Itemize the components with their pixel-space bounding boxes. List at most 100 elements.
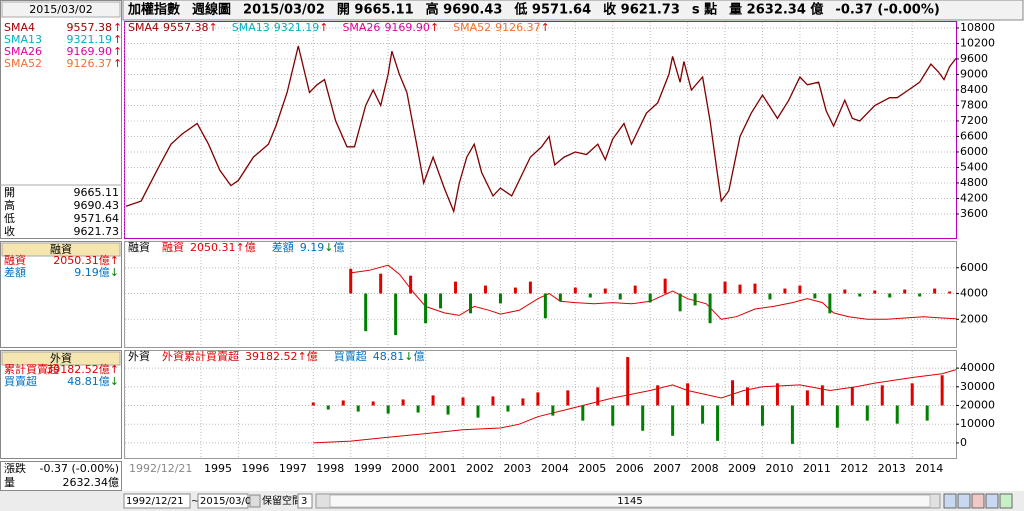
status-label: 量 xyxy=(4,476,15,489)
bar xyxy=(888,293,892,298)
checkbox[interactable] xyxy=(249,494,261,508)
legend-unit: 億 xyxy=(245,241,256,254)
bar xyxy=(446,405,450,415)
line xyxy=(125,45,957,214)
row-unit: 億 xyxy=(99,266,110,279)
x-tick-label: 2001 xyxy=(429,462,457,475)
bar xyxy=(588,293,592,298)
panel-title: 融資 xyxy=(128,241,150,254)
bar xyxy=(948,291,952,294)
line xyxy=(313,369,957,444)
plots: 1992/12/21 1995 1996 1997 1998 1999 2000 2001 20… xyxy=(124,21,995,475)
legend-unit: 億 xyxy=(413,350,424,363)
ohlc-value: 9690.43 xyxy=(74,199,120,212)
bar xyxy=(341,400,345,406)
legend-value: 39182.52 xyxy=(245,350,298,363)
bar xyxy=(536,392,540,406)
sidebar-status xyxy=(0,461,122,491)
start-date: 1992/12/21 xyxy=(126,496,184,507)
sma-name: SMA13 xyxy=(4,33,42,46)
bar xyxy=(476,405,480,418)
header-bar xyxy=(122,0,1024,21)
x-tick-label: 2010 xyxy=(765,462,793,475)
y-tick-label: 10800 xyxy=(960,21,995,34)
bar xyxy=(656,385,660,406)
margin-title: 融資 xyxy=(50,243,72,256)
x-tick-label: 2008 xyxy=(691,462,719,475)
header-item: 低 9571.64 xyxy=(513,2,591,18)
sidebar-main xyxy=(0,0,122,239)
start-date-input[interactable] xyxy=(123,493,191,509)
bar xyxy=(873,290,877,294)
end-date-input[interactable] xyxy=(197,493,249,509)
legend-name: SMA13 xyxy=(232,21,270,34)
reserve-input[interactable] xyxy=(297,493,313,509)
sma-name: SMA4 xyxy=(4,21,35,34)
header-item: 2015/03/02 xyxy=(243,3,325,18)
y-tick-label: 40000 xyxy=(960,361,995,374)
bar xyxy=(663,278,667,294)
sma-name: SMA26 xyxy=(4,45,42,58)
y-tick-label: 4800 xyxy=(960,176,988,189)
y-tick-label: 10200 xyxy=(960,36,995,49)
bar xyxy=(686,383,690,406)
y-tick-label: 6600 xyxy=(960,129,988,142)
header-item: 開 9665.11 xyxy=(337,3,414,18)
legend-value: 9.19 xyxy=(300,241,325,254)
legend-unit: 億 xyxy=(307,350,318,363)
bar xyxy=(491,396,495,406)
bar xyxy=(775,383,779,406)
row-unit: 億 xyxy=(99,254,110,267)
legend-value: 2050.31 xyxy=(190,241,236,254)
bar xyxy=(566,390,570,406)
ohlc-label: 低 xyxy=(4,212,15,225)
legend-name: 買賣超 xyxy=(334,349,367,363)
bar xyxy=(731,380,735,406)
sidebar-margin xyxy=(0,241,122,348)
bar xyxy=(850,387,854,406)
bar-count: 1145 xyxy=(617,496,642,507)
sma-arrow: ↑ xyxy=(113,57,122,70)
bar xyxy=(723,281,727,294)
bar xyxy=(933,288,937,294)
row-arrow: ↓ xyxy=(110,266,119,279)
bar xyxy=(648,293,652,303)
legend-arrow: ↑ xyxy=(209,21,218,34)
bar xyxy=(760,405,764,426)
legend-name: 外資累計買賣超 xyxy=(162,349,239,363)
legend-name: 差額 xyxy=(272,240,294,254)
bar xyxy=(828,293,832,314)
x-tick-label: 1995 xyxy=(204,462,232,475)
y-tick-label: 7800 xyxy=(960,98,988,111)
tool-button[interactable] xyxy=(971,493,985,509)
legend-name: SMA26 xyxy=(342,21,380,34)
y-tick-label: 2000 xyxy=(960,312,988,325)
margin-title-bar xyxy=(1,242,121,257)
row-value: 2050.31 xyxy=(53,254,99,267)
bar xyxy=(483,285,487,294)
bar xyxy=(820,385,824,406)
scroll-thumb[interactable] xyxy=(329,494,931,508)
y-tick-label: 5400 xyxy=(960,160,988,173)
bar xyxy=(439,293,443,309)
sma-value: 9169.90 xyxy=(67,45,113,58)
tool-button[interactable] xyxy=(999,493,1013,509)
x-tick-label: 2011 xyxy=(803,462,831,475)
foreign-panel xyxy=(124,350,957,459)
bar xyxy=(753,283,757,294)
bar xyxy=(611,405,615,426)
bar xyxy=(371,401,375,406)
x-tick-label: 2012 xyxy=(840,462,868,475)
tool-button[interactable] xyxy=(985,493,999,509)
bar xyxy=(903,289,907,294)
tool-button[interactable] xyxy=(957,493,971,509)
tool-button[interactable] xyxy=(943,493,957,509)
bar xyxy=(454,281,458,294)
header-item: 量 2632.34 億 xyxy=(729,2,823,18)
bar xyxy=(379,273,383,294)
legend-arrow: ↓ xyxy=(324,241,333,254)
bar xyxy=(431,395,435,406)
bar xyxy=(671,405,675,436)
ohlc-value: 9621.73 xyxy=(74,225,120,238)
bar xyxy=(708,293,712,324)
